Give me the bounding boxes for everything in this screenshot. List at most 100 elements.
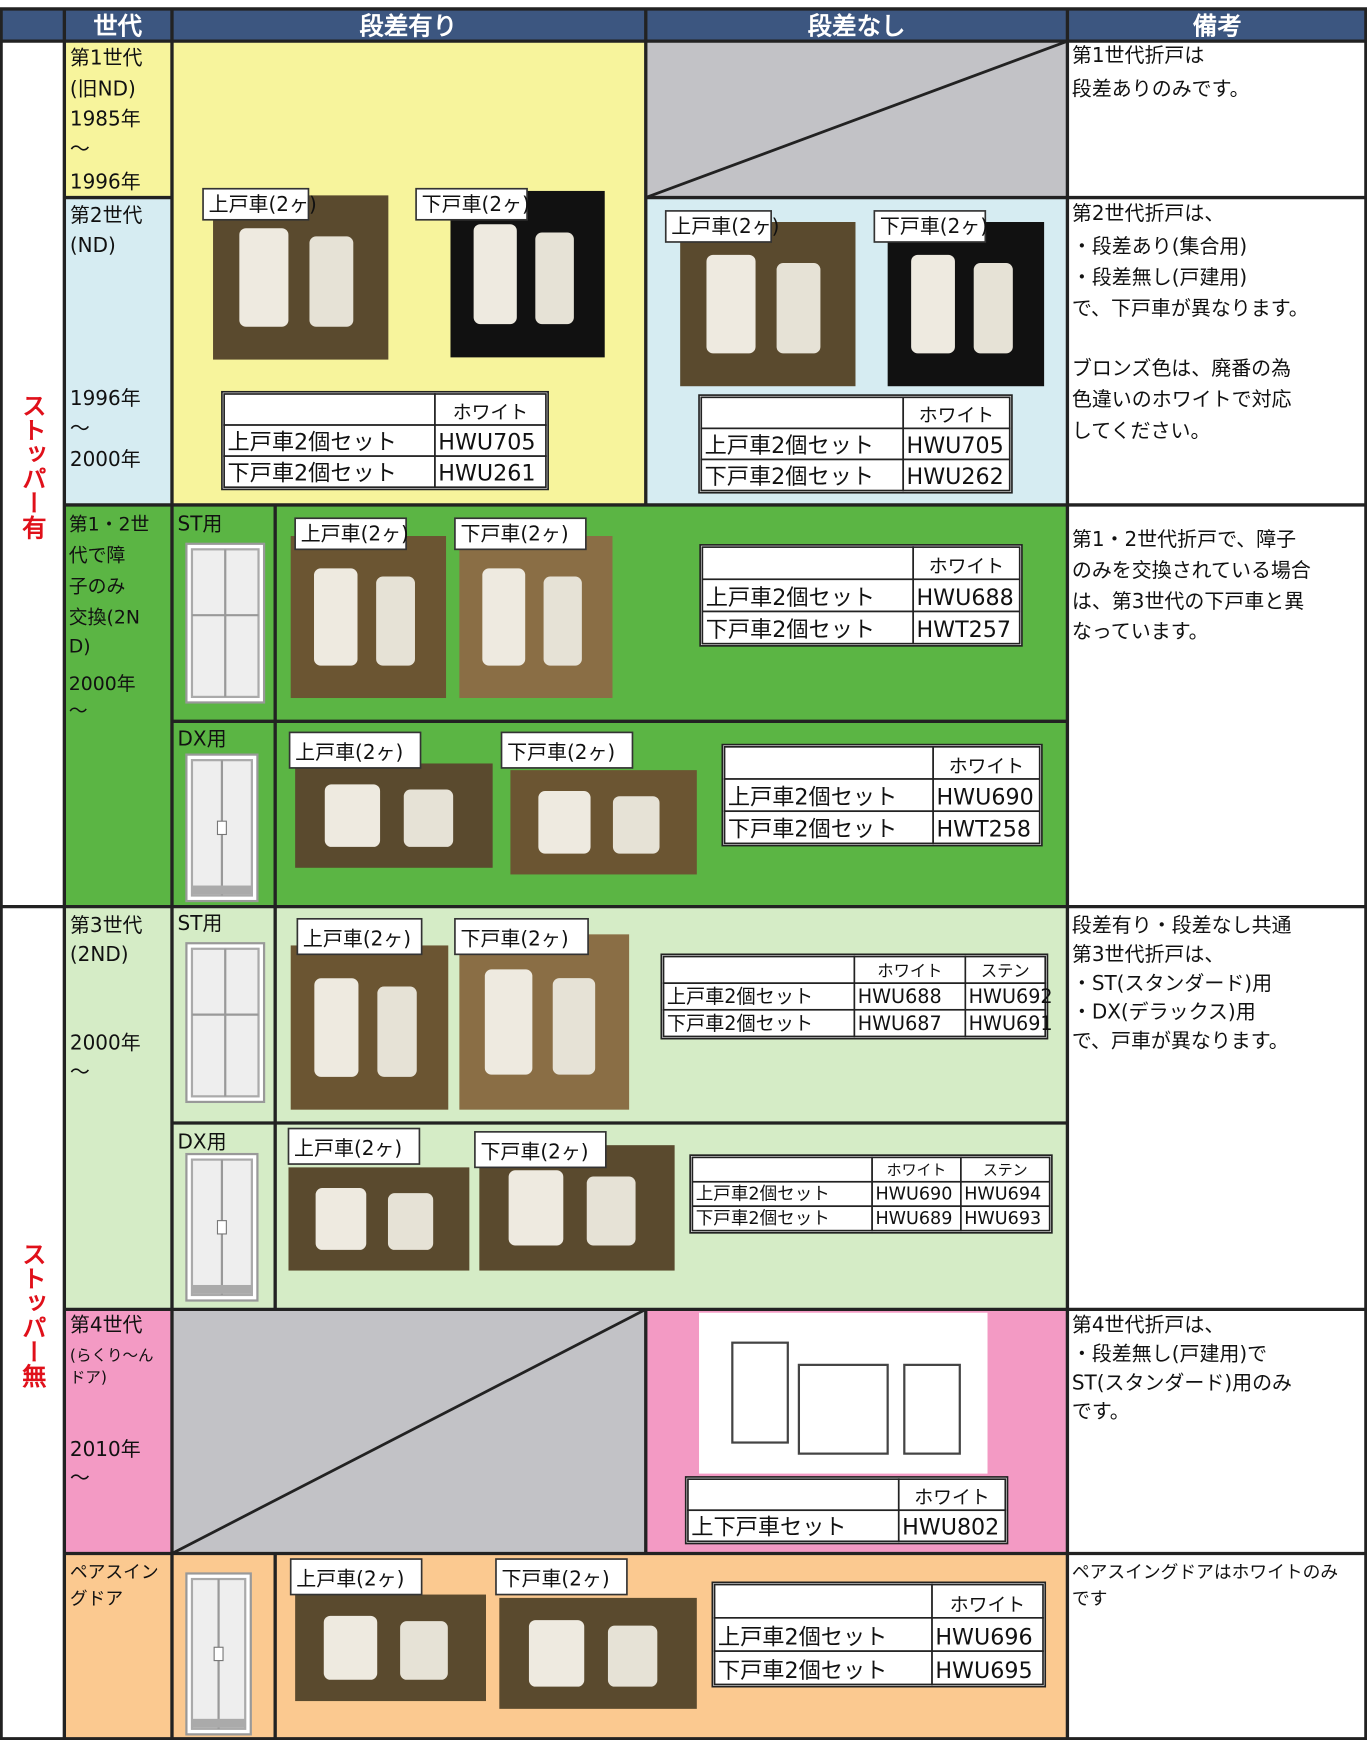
part-shape: [239, 228, 289, 327]
text-line: 〜: [69, 700, 88, 722]
part-shape: [324, 784, 381, 847]
table-text: 上戸車2個セット: [706, 585, 875, 611]
part-shape: [377, 986, 417, 1077]
text-line: です: [1072, 1590, 1108, 1610]
part-shape: [528, 1620, 585, 1687]
cell: [64, 197, 172, 505]
table-cell: [932, 778, 1041, 813]
part-label: 上戸車(2ヶ): [295, 740, 403, 764]
table-cell: [871, 1205, 962, 1232]
part-label: 上戸車(2ヶ): [671, 214, 779, 238]
table-cell: [701, 546, 915, 581]
part-label: 下戸車(2ヶ): [502, 1567, 610, 1591]
text-line: 段差有り・段差なし共通: [1072, 913, 1292, 937]
part-shape: [387, 1193, 434, 1250]
part-shape: [376, 576, 415, 666]
table-cell: [871, 1180, 962, 1208]
door-rail: [191, 1718, 246, 1728]
text-line: 第3世代折戸は、: [1072, 942, 1225, 966]
table-cell: [931, 1650, 1044, 1686]
text-line: 第2世代折戸は、: [1072, 201, 1225, 225]
cell: [64, 1309, 172, 1554]
table-text: 上戸車2個セット: [705, 433, 874, 459]
table-text: HWU262: [907, 464, 1004, 490]
text-line: 色違いのホワイトで対応: [1072, 387, 1292, 411]
table-text: HWU690: [936, 785, 1033, 811]
table-cell: [912, 578, 1021, 613]
table-cell: [853, 1008, 967, 1038]
text-line: 2000年: [70, 1031, 141, 1055]
table-header: ホワイト: [919, 405, 994, 427]
text-line: 第3世代: [70, 913, 143, 937]
table-cell: [723, 746, 934, 780]
header-text: 世代: [93, 11, 142, 40]
text-line: ST(スタンダード)用のみ: [1072, 1370, 1292, 1394]
table-cell: [691, 1180, 873, 1208]
text-line: 第4世代: [70, 1313, 143, 1337]
table-text: 下戸車2個セット: [696, 1209, 830, 1229]
table-cell: [902, 458, 1011, 492]
part-label: 上戸車(2ヶ): [294, 1136, 402, 1160]
label-box: [664, 210, 772, 243]
table-text: HWU692: [969, 985, 1053, 1008]
text-line: ・段差あり(集合用): [1072, 234, 1247, 258]
table-cell: [912, 610, 1021, 645]
part-label: 下戸車(2ヶ): [460, 521, 568, 545]
table-cell: [662, 955, 856, 985]
diagonal: [171, 1308, 647, 1555]
table-header: ホワイト: [950, 1594, 1025, 1616]
table-text: HWT258: [936, 817, 1031, 843]
text-line: 〜: [70, 1466, 90, 1490]
header-text: 段差なし: [808, 11, 906, 40]
table-header: ホワイト: [887, 1161, 947, 1179]
part-label: 下戸車(2ヶ): [880, 214, 988, 238]
diagonal: [645, 39, 1068, 199]
table-cell: [700, 396, 905, 430]
part-shape: [552, 978, 596, 1075]
part-shape: [776, 263, 821, 354]
variant-name: ST用: [178, 911, 223, 935]
table-cell: [902, 427, 1011, 461]
label-box: [287, 1127, 421, 1165]
table-text: 上戸車2個セット: [667, 985, 813, 1008]
table-cell: [964, 1008, 1047, 1038]
label-box: [474, 1131, 607, 1169]
table-text: HWU802: [902, 1515, 999, 1541]
part-shape: [323, 1615, 378, 1680]
table-cell: [713, 1583, 933, 1619]
table-text: 上戸車2個セット: [696, 1185, 830, 1205]
table-text: 下戸車2個セット: [667, 1012, 813, 1035]
label-box: [500, 731, 634, 769]
text-line: ペアスイン: [70, 1563, 159, 1583]
table-cell: [223, 455, 436, 489]
table-header: ホワイト: [929, 556, 1004, 578]
variant-name: ST用: [178, 511, 223, 535]
text-line: 2000年: [70, 447, 141, 471]
text-line: ・段差無し(戸建用): [1072, 265, 1247, 289]
label-box: [415, 187, 528, 221]
table-cell: [897, 1478, 1007, 1512]
text-line: 子のみ: [69, 576, 126, 598]
part-shape: [508, 1170, 564, 1246]
table-cell: [931, 1617, 1044, 1652]
text-line: 〜: [70, 136, 90, 160]
table-cell: [434, 455, 547, 489]
label-box: [294, 517, 407, 551]
part-shape: [309, 236, 354, 327]
door-knob: [216, 820, 227, 836]
label-box: [873, 210, 987, 243]
table-cell: [434, 424, 547, 457]
label-box: [289, 1558, 423, 1596]
table-text: HWT257: [917, 617, 1012, 643]
text-line: なっています。: [1072, 619, 1209, 643]
text-line: 段差ありのみです。: [1072, 77, 1250, 101]
table-cell: [687, 1478, 900, 1512]
part-label: 下戸車(2ヶ): [460, 926, 568, 950]
text-line: (らくり〜ん: [70, 1346, 154, 1364]
text-line: ドア): [70, 1369, 107, 1387]
text-line: ・段差無し(戸建用)で: [1072, 1341, 1267, 1365]
part-shape: [706, 254, 756, 354]
header-text: 段差有り: [360, 11, 458, 40]
part-shape: [482, 568, 526, 666]
text-line: 第1・2世: [69, 513, 150, 535]
